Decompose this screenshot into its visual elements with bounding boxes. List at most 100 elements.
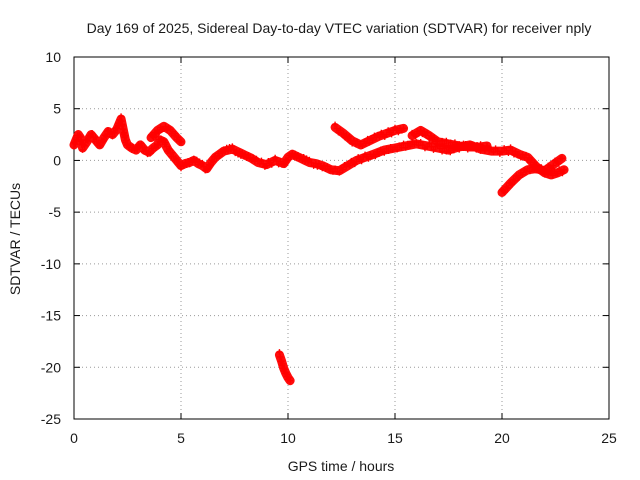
data-point: [376, 133, 383, 140]
data-point: [417, 127, 424, 134]
data-point: [175, 134, 182, 141]
data-point: [359, 142, 366, 149]
data-point: [281, 366, 288, 373]
data-point: [519, 171, 526, 178]
data-point: [268, 161, 275, 168]
data-point: [441, 140, 448, 147]
axis-ticks: 0 5 10 15 20 25 10 5 0 -5 -10 -15 -20 -25: [41, 49, 617, 446]
data-point: [114, 125, 121, 132]
data-point: [427, 132, 434, 139]
data-point: [306, 156, 313, 163]
data-point: [504, 185, 511, 192]
y-tick-label: 10: [45, 49, 61, 65]
y-tick-label: 0: [53, 152, 61, 168]
data-point: [339, 166, 346, 173]
data-point: [103, 133, 110, 140]
data-point: [286, 374, 293, 381]
data-point: [287, 377, 294, 384]
series-main_trace: [69, 113, 569, 180]
data-point: [162, 139, 169, 146]
data-point: [111, 129, 118, 136]
data-point: [190, 155, 197, 162]
data-point: [400, 125, 407, 132]
data-point: [548, 165, 555, 172]
chart-title: Day 169 of 2025, Sidereal Day-to-day VTE…: [87, 20, 592, 36]
data-point: [207, 162, 214, 169]
data-point: [141, 144, 148, 151]
data-point: [316, 160, 323, 167]
data-point: [180, 163, 187, 170]
data-point: [134, 146, 141, 153]
data-point: [245, 152, 252, 159]
data-point: [388, 131, 395, 138]
data-point: [406, 143, 413, 150]
data-point: [89, 130, 96, 137]
data-point: [172, 130, 179, 137]
data-point: [229, 143, 236, 150]
data-point: [381, 149, 388, 156]
data-point: [87, 133, 94, 140]
x-tick-label: 25: [601, 430, 617, 446]
y-tick-label: -15: [41, 308, 61, 324]
data-point: [258, 157, 265, 164]
data-point: [558, 155, 565, 162]
x-tick-label: 15: [387, 430, 403, 446]
data-point: [559, 170, 566, 177]
data-point: [281, 161, 288, 168]
data-point: [250, 154, 257, 161]
grid-lines: [74, 57, 609, 419]
data-point: [430, 146, 437, 153]
data-point: [419, 142, 426, 149]
data-point: [512, 148, 519, 155]
data-point: [169, 149, 176, 156]
data-point: [162, 123, 169, 130]
data-point: [350, 137, 357, 144]
data-point: [375, 150, 382, 157]
data-point: [466, 144, 473, 151]
data-point: [155, 141, 162, 148]
data-point: [185, 158, 192, 165]
data-point: [516, 174, 523, 181]
data-point: [121, 132, 128, 139]
data-point: [203, 165, 210, 172]
data-point: [417, 139, 424, 146]
data-point: [73, 137, 80, 144]
data-point: [97, 142, 104, 149]
y-axis-label: SDTVAR / TECUs: [7, 183, 23, 295]
data-point: [383, 131, 390, 138]
data-point: [102, 132, 109, 139]
data-point: [175, 159, 182, 166]
data-point: [481, 145, 488, 152]
data-point: [499, 149, 505, 156]
data-point: [507, 144, 514, 151]
series-late_trace: [497, 153, 567, 197]
data-point: [421, 128, 428, 135]
x-tick-label: 20: [494, 430, 510, 446]
y-tick-label: -25: [41, 411, 61, 427]
data-series: [69, 113, 569, 386]
x-axis-label: GPS time / hours: [288, 458, 395, 474]
data-point: [385, 148, 392, 155]
y-tick-label: 5: [53, 101, 61, 117]
data-point: [277, 353, 284, 360]
data-point: [346, 133, 353, 140]
data-point: [166, 145, 173, 152]
data-point: [100, 137, 107, 144]
data-point: [324, 163, 331, 170]
plot-area-frame: [73, 56, 610, 420]
data-point: [149, 133, 156, 140]
data-point: [285, 157, 291, 164]
data-point: [561, 166, 568, 173]
data-point: [364, 135, 371, 142]
data-point: [555, 160, 562, 167]
data-point: [80, 141, 87, 148]
data-point: [451, 139, 458, 146]
data-point: [150, 147, 157, 154]
data-point: [320, 162, 327, 169]
data-point: [426, 140, 433, 147]
data-point: [353, 158, 360, 165]
series-upper_trace: [146, 121, 186, 147]
data-point: [124, 141, 131, 148]
data-point: [150, 134, 157, 141]
data-point: [105, 127, 112, 134]
